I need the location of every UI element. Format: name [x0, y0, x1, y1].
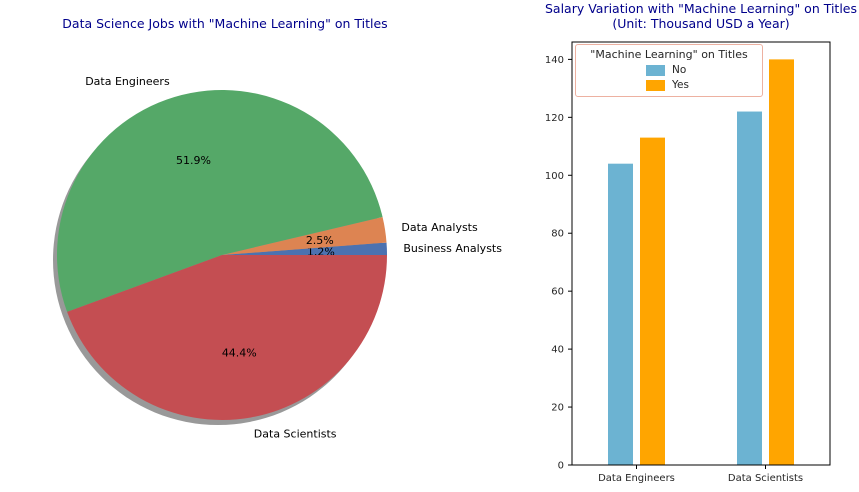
bar-no-data-scientists	[737, 111, 762, 466]
pie-slice-label-data-analysts: Data Analysts	[401, 221, 478, 234]
bar-plot-svg: 0 20 40 60 80 100 120 140 Data Engineers Data Sci…	[545, 41, 831, 484]
y-tick-label: 0	[558, 461, 564, 472]
pie-slice-data-analysts	[222, 216, 387, 255]
y-tick-label: 60	[551, 287, 564, 298]
bar-title: Salary Variation with "Machine Learning"…	[461, 1, 859, 31]
pie-pct-label-data-engineers: 51.9%	[176, 154, 211, 167]
pie-pct-label-data-scientists: 44.4%	[222, 347, 257, 360]
x-tick-label-data-engineers: Data Engineers	[598, 473, 675, 484]
legend-item-yes: Yes	[646, 79, 762, 91]
bar-legend: "Machine Learning" on Titles No Yes	[575, 44, 763, 97]
bar-no-data-engineers	[608, 163, 633, 465]
pie-slice-business-analysts	[222, 242, 387, 255]
bar-yes-data-scientists	[769, 59, 794, 466]
pie-panel: Data Science Jobs with "Machine Learning…	[53, 16, 502, 441]
pie-slice-label-data-scientists: Data Scientists	[254, 428, 337, 441]
legend-label-no: No	[672, 64, 687, 76]
y-tick-label: 140	[545, 55, 564, 66]
y-tick-label: 80	[551, 229, 564, 240]
legend-swatch-yes	[646, 79, 665, 91]
bar-panel: Salary Variation with "Machine Learning"…	[520, 0, 859, 492]
x-tick-label-data-scientists: Data Scientists	[728, 473, 803, 484]
pie-pct-label-data-analysts: 2.5%	[306, 234, 334, 247]
legend-swatch-no	[646, 64, 665, 76]
bar-title-line2: (Unit: Thousand USD a Year)	[612, 16, 790, 31]
legend-item-no: No	[646, 64, 762, 76]
pie-slice-label-data-engineers: Data Engineers	[85, 75, 170, 88]
legend-title: "Machine Learning" on Titles	[590, 48, 748, 61]
bar-title-line1: Salary Variation with "Machine Learning"…	[544, 1, 858, 16]
y-tick-label: 40	[551, 345, 564, 356]
y-tick-label: 20	[551, 403, 564, 414]
bar-yes-data-engineers	[640, 137, 665, 465]
legend-label-yes: Yes	[672, 79, 689, 91]
pie-slice-label-business-analysts: Business Analysts	[403, 242, 502, 255]
y-tick-label: 100	[545, 171, 564, 182]
pie-slice-data-engineers	[56, 89, 383, 312]
pie-slice-data-scientists	[67, 255, 388, 421]
plot-frame	[571, 41, 831, 466]
y-tick-label: 120	[545, 113, 564, 124]
pie-title: Data Science Jobs with "Machine Learning…	[62, 16, 388, 31]
